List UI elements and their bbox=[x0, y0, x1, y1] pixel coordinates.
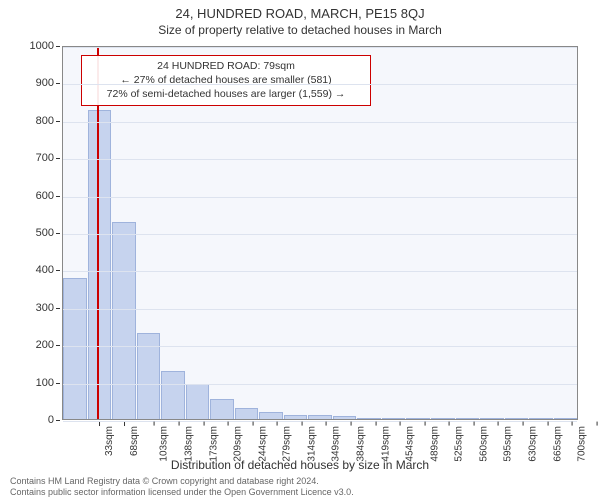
histogram-bar bbox=[186, 384, 210, 419]
gridline bbox=[63, 234, 577, 235]
x-axis-label: Distribution of detached houses by size … bbox=[0, 458, 600, 472]
y-tick-label: 800 bbox=[36, 115, 54, 127]
histogram-bar bbox=[431, 418, 455, 419]
histogram-bar bbox=[382, 418, 406, 419]
x-tick-label: 525sqm bbox=[454, 426, 465, 462]
histogram-bar bbox=[112, 222, 136, 419]
x-tick-label: 700sqm bbox=[577, 426, 588, 462]
x-tick-label: 560sqm bbox=[478, 426, 489, 462]
x-tick-label: 68sqm bbox=[129, 426, 140, 456]
histogram-bar bbox=[480, 418, 504, 419]
y-tick-label: 500 bbox=[36, 227, 54, 239]
histogram-bar bbox=[284, 415, 308, 419]
gridline bbox=[63, 346, 577, 347]
footer-attribution: Contains HM Land Registry data © Crown c… bbox=[10, 476, 590, 498]
gridline bbox=[63, 271, 577, 272]
gridline bbox=[63, 197, 577, 198]
histogram-bar bbox=[505, 418, 529, 419]
x-tick-label: 630sqm bbox=[528, 426, 539, 462]
y-tick-label: 100 bbox=[36, 377, 54, 389]
x-tick-label: 384sqm bbox=[356, 426, 367, 462]
x-tick-label: 173sqm bbox=[208, 426, 219, 462]
histogram-bar bbox=[456, 418, 480, 419]
gridline bbox=[63, 84, 577, 85]
y-tick-label: 900 bbox=[36, 77, 54, 89]
y-tick-label: 700 bbox=[36, 152, 54, 164]
y-tick-label: 400 bbox=[36, 264, 54, 276]
x-tick-label: 33sqm bbox=[104, 426, 115, 456]
annotation-line3: 72% of semi-detached houses are larger (… bbox=[88, 87, 364, 101]
x-tick-label: 665sqm bbox=[552, 426, 563, 462]
x-tick-label: 454sqm bbox=[405, 426, 416, 462]
y-axis-ticks: 01002003004005006007008009001000 bbox=[0, 46, 60, 420]
histogram-bar bbox=[529, 418, 553, 419]
x-tick-label: 489sqm bbox=[429, 426, 440, 462]
x-tick-label: 138sqm bbox=[184, 426, 195, 462]
x-tick-label: 419sqm bbox=[380, 426, 391, 462]
y-tick-label: 600 bbox=[36, 190, 54, 202]
x-tick-label: 209sqm bbox=[233, 426, 244, 462]
histogram-bar bbox=[357, 418, 381, 419]
gridline bbox=[63, 159, 577, 160]
histogram-bar bbox=[333, 416, 357, 419]
histogram-bar bbox=[554, 418, 578, 419]
x-tick-label: 244sqm bbox=[257, 426, 268, 462]
x-tick-label: 349sqm bbox=[331, 426, 342, 462]
y-tick-label: 1000 bbox=[30, 40, 54, 52]
footer-line2: Contains public sector information licen… bbox=[10, 487, 590, 498]
histogram-bar bbox=[406, 418, 430, 419]
gridline bbox=[63, 47, 577, 48]
x-tick-label: 595sqm bbox=[503, 426, 514, 462]
histogram-bar bbox=[161, 371, 185, 419]
y-tick-label: 0 bbox=[48, 414, 54, 426]
annotation-box: 24 HUNDRED ROAD: 79sqm ← 27% of detached… bbox=[81, 55, 371, 106]
histogram-bar bbox=[63, 278, 87, 419]
histogram-bar bbox=[259, 412, 283, 419]
histogram-bar bbox=[210, 399, 234, 419]
page-title: 24, HUNDRED ROAD, MARCH, PE15 8QJ bbox=[0, 0, 600, 21]
annotation-line1: 24 HUNDRED ROAD: 79sqm bbox=[88, 59, 364, 73]
x-tick-label: 279sqm bbox=[282, 426, 293, 462]
y-tick-label: 300 bbox=[36, 302, 54, 314]
histogram-bar bbox=[308, 415, 332, 419]
gridline bbox=[63, 309, 577, 310]
plot-background: 24 HUNDRED ROAD: 79sqm ← 27% of detached… bbox=[63, 47, 577, 419]
x-tick-label: 103sqm bbox=[159, 426, 170, 462]
histogram-bar bbox=[235, 408, 259, 419]
x-tick-label: 314sqm bbox=[306, 426, 317, 462]
chart-area: 24 HUNDRED ROAD: 79sqm ← 27% of detached… bbox=[62, 46, 578, 420]
gridline bbox=[63, 384, 577, 385]
histogram-bar bbox=[88, 110, 112, 419]
y-tick-label: 200 bbox=[36, 339, 54, 351]
page-subtitle: Size of property relative to detached ho… bbox=[0, 21, 600, 37]
gridline bbox=[63, 122, 577, 123]
footer-line1: Contains HM Land Registry data © Crown c… bbox=[10, 476, 590, 487]
